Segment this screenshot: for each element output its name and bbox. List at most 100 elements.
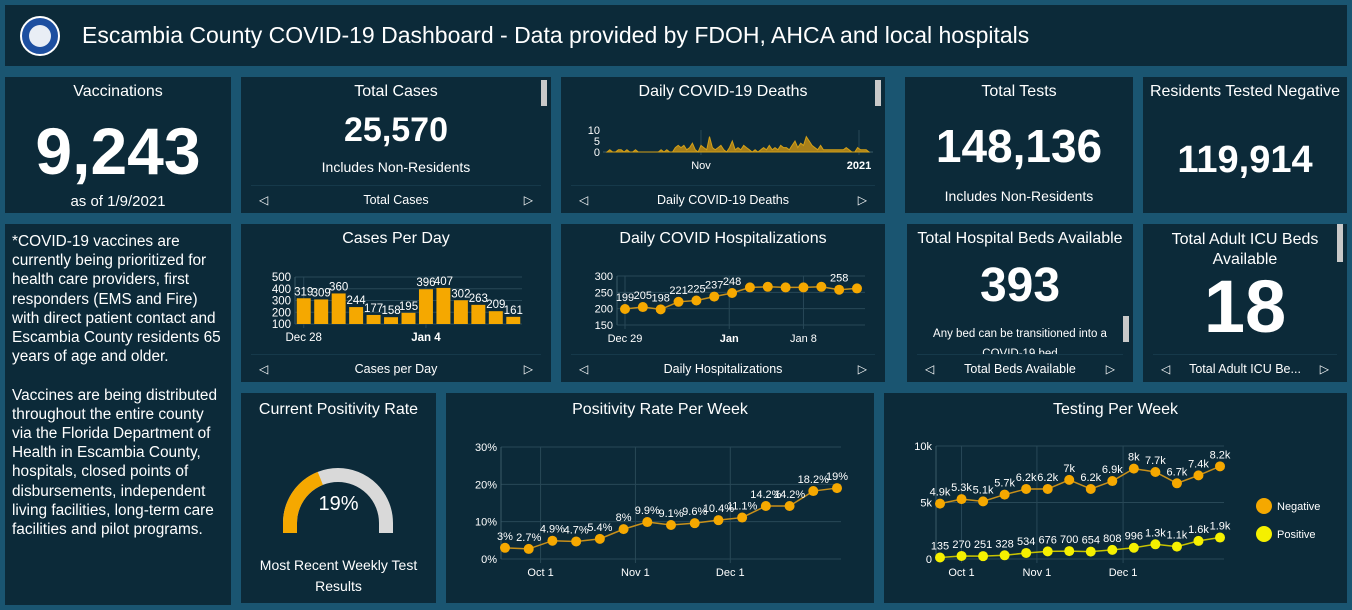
x-tick-label: Dec 1 [1109,567,1138,579]
data-label: 3% [497,531,513,543]
data-label: 7k [1063,463,1075,475]
data-label: 6.2k [1016,472,1037,484]
panel-title: Testing Per Week [1052,401,1179,418]
y-tick-label: 200 [272,307,291,319]
data-label: 534 [1017,536,1035,548]
y-tick-label: 250 [595,287,613,299]
positivity-gauge-panel: Current Positivity Rate 19% Most Recent … [241,393,436,603]
y-tick-label: 150 [595,320,613,332]
data-point [1193,470,1204,481]
data-label: 5.3k [951,482,972,494]
icu-panel: Total Adult ICU Beds Available 18 ◁ Total… [1143,224,1347,382]
data-label: 7.7k [1145,455,1166,467]
next-arrow-icon[interactable]: ▷ [857,192,867,207]
y-tick-label: 5 [594,136,600,148]
data-point [834,284,845,295]
data-label: 7.4k [1188,458,1209,470]
prev-arrow-icon[interactable]: ◁ [259,192,269,207]
next-arrow-icon[interactable]: ▷ [1105,361,1115,376]
panel-title: Total Hospital Beds Available [917,230,1123,247]
prev-arrow-icon[interactable]: ◁ [579,361,589,376]
data-label: 135 [931,540,949,552]
x-tick-label: Dec 29 [608,333,643,345]
y-tick-label: 500 [272,272,291,284]
y-tick-label: 0 [926,554,932,566]
panel-nav: ◁ Total Adult ICU Be... ▷ [1153,354,1337,382]
scrollbar[interactable] [875,80,881,106]
next-arrow-icon[interactable]: ▷ [523,361,533,376]
prev-arrow-icon[interactable]: ◁ [259,361,269,376]
y-tick-label: 100 [272,319,291,331]
x-tick-label: Nov [691,160,711,172]
negative-panel: Residents Tested Negative 119,914 [1143,77,1347,213]
nav-label: Daily Hospitalizations [663,361,783,376]
data-point [691,295,702,306]
next-arrow-icon[interactable]: ▷ [523,192,533,207]
data-label: 11.1% [727,501,758,513]
next-arrow-icon[interactable]: ▷ [1319,361,1329,376]
panel-nav: ◁ Total Cases ▷ [251,185,541,213]
data-label: 1.3k [1145,527,1166,539]
vaccinations-panel: Vaccinations 9,243 as of 1/9/2021 [5,77,231,213]
legend-label: Positive [1277,529,1316,541]
prev-arrow-icon[interactable]: ◁ [1161,361,1171,376]
y-tick-label: 10 [588,125,600,137]
data-point [744,282,755,293]
total-tests-panel: Total Tests 148,136 Includes Non-Residen… [905,77,1133,213]
prev-arrow-icon[interactable]: ◁ [579,192,589,207]
data-point [547,535,558,546]
scrollbar[interactable] [1123,316,1129,342]
data-label: 177 [364,303,383,315]
scrollbar[interactable] [541,80,547,106]
bar [401,312,416,324]
x-tick-label: Dec 1 [716,567,745,579]
data-point [655,304,666,315]
data-label: 158 [381,305,400,317]
panel-nav: ◁ Cases per Day ▷ [251,354,541,382]
prev-arrow-icon[interactable]: ◁ [925,361,935,376]
data-point [935,498,945,509]
deaths-area [605,135,871,153]
positivity-value: 19% [318,493,359,515]
beds-panel: Total Hospital Beds Available 393 Any be… [907,224,1133,382]
data-label: 19% [826,471,848,483]
nav-label: Cases per Day [354,361,438,376]
y-tick-label: 30% [475,442,497,454]
data-label: 309 [312,287,331,299]
data-label: 10.4% [703,503,734,515]
data-label: 1.1k [1167,530,1188,542]
data-label: 808 [1103,533,1121,545]
panel-title: Daily COVID Hospitalizations [619,230,827,247]
y-tick-label: 10% [475,517,497,529]
data-label: 4.7% [564,524,589,536]
next-arrow-icon[interactable]: ▷ [857,361,867,376]
x-tick-label: Oct 1 [527,567,553,579]
legend-label: Negative [1277,501,1320,513]
data-point [798,282,809,293]
beds-note: Any bed can be transitioned into a COVID… [933,328,1107,354]
panel-title: Vaccinations [73,83,163,100]
data-label: 221 [669,285,687,297]
data-point [1128,542,1139,553]
data-point [1171,478,1182,489]
data-label: 244 [347,295,367,307]
bar [418,289,433,324]
bar [471,304,486,324]
data-label: 263 [469,293,488,305]
data-label: 1.9k [1210,521,1231,533]
data-point [689,518,700,529]
data-point [1064,546,1075,557]
panel-title: Positivity Rate Per Week [572,401,748,418]
data-point [1021,483,1032,494]
bar [314,299,329,324]
data-point [816,281,827,292]
gauge-fill [283,471,324,524]
bar [488,311,503,324]
data-label: 302 [451,288,470,300]
header: Escambia County COVID-19 Dashboard - Dat… [5,5,1347,66]
panel-title: Cases Per Day [342,230,450,247]
scrollbar[interactable] [1337,224,1343,262]
panel-nav: ◁ Daily Hospitalizations ▷ [571,354,875,382]
